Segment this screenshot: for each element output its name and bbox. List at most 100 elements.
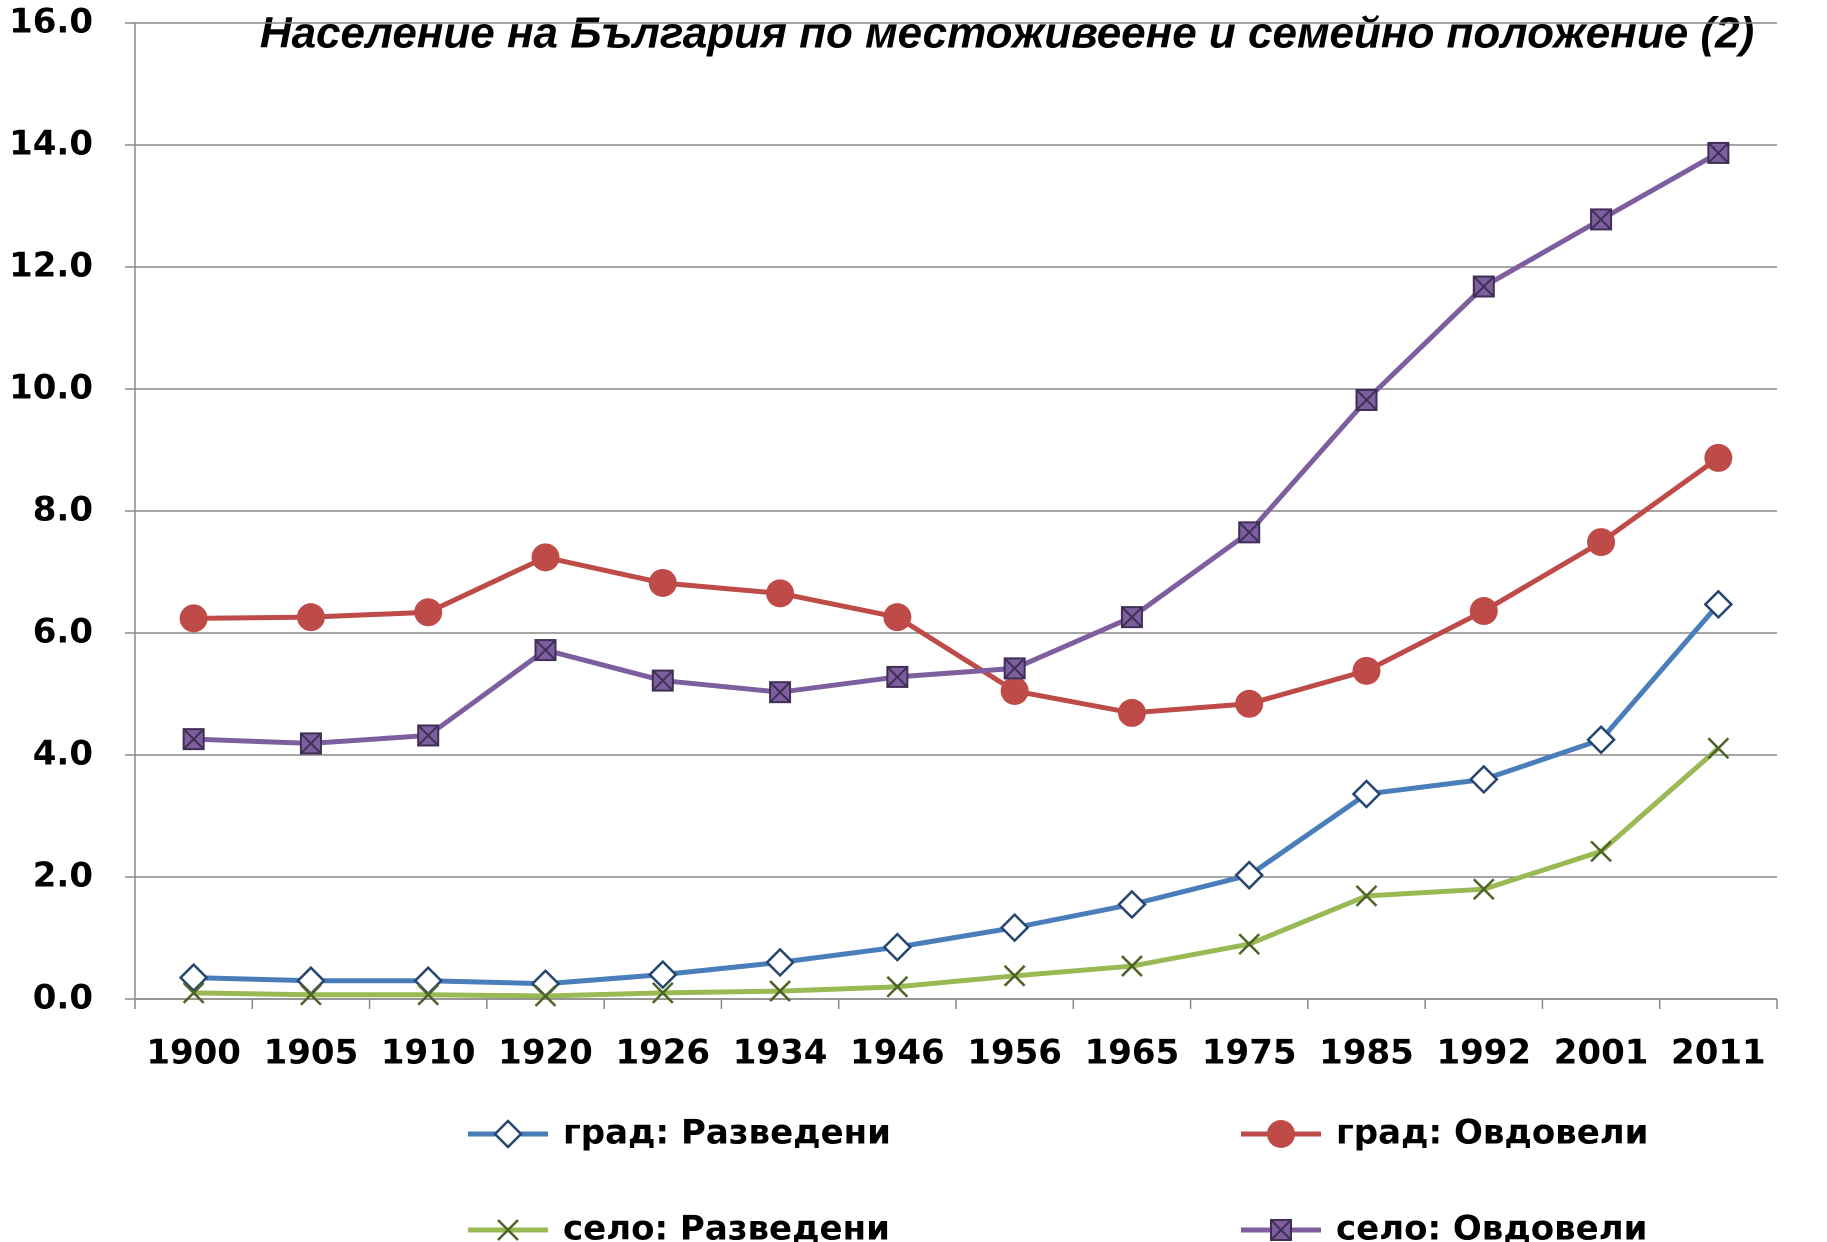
marker bbox=[414, 598, 443, 627]
marker-cross bbox=[652, 669, 674, 692]
marker bbox=[1234, 860, 1264, 890]
marker-cross bbox=[182, 728, 205, 750]
x-tick-label: 1920 bbox=[498, 1033, 593, 1073]
marker bbox=[1270, 1219, 1292, 1241]
marker bbox=[417, 983, 440, 1006]
x-tick-label: 1985 bbox=[1319, 1033, 1414, 1073]
marker bbox=[534, 985, 557, 1007]
series-line bbox=[193, 746, 1721, 999]
marker-cross bbox=[534, 639, 557, 661]
marker bbox=[769, 681, 792, 704]
marker bbox=[1472, 275, 1495, 298]
marker bbox=[1355, 885, 1378, 907]
marker bbox=[417, 724, 440, 747]
x-tick-label: 1926 bbox=[615, 1033, 710, 1073]
marker-cross bbox=[769, 681, 791, 703]
chart-title: Население на България по местоживеене и … bbox=[260, 9, 1754, 58]
marker bbox=[1707, 141, 1730, 164]
marker bbox=[178, 962, 209, 993]
legend-label: град: Овдовели bbox=[1336, 1113, 1648, 1153]
marker bbox=[1003, 964, 1026, 987]
marker bbox=[648, 568, 677, 597]
x-tick-label: 1900 bbox=[146, 1033, 241, 1073]
marker bbox=[886, 665, 909, 688]
marker bbox=[651, 982, 674, 1004]
legend-label: град: Разведени bbox=[563, 1113, 891, 1153]
marker bbox=[530, 968, 561, 999]
x-tick-label: 1992 bbox=[1436, 1033, 1531, 1073]
marker bbox=[882, 932, 913, 962]
x-tick-label: 2001 bbox=[1554, 1033, 1649, 1073]
legend-label: село: Овдовели bbox=[1336, 1209, 1647, 1242]
marker bbox=[1703, 589, 1734, 620]
y-tick-label: 0.0 bbox=[33, 978, 93, 1018]
marker bbox=[1238, 521, 1261, 544]
marker bbox=[1472, 878, 1495, 901]
marker-cross bbox=[1355, 389, 1378, 411]
marker bbox=[1590, 208, 1613, 231]
marker bbox=[1355, 388, 1378, 411]
series-line bbox=[193, 602, 1721, 987]
marker bbox=[182, 982, 205, 1004]
marker bbox=[1352, 656, 1381, 685]
marker bbox=[493, 1119, 523, 1149]
marker bbox=[1587, 528, 1616, 557]
marker-cross bbox=[1003, 657, 1026, 680]
marker bbox=[1590, 840, 1612, 863]
marker-cross bbox=[1590, 208, 1612, 231]
marker-cross bbox=[1473, 275, 1495, 298]
x-tick-label: 1934 bbox=[733, 1033, 828, 1073]
marker bbox=[299, 732, 322, 755]
x-tick-label: 1965 bbox=[1085, 1033, 1180, 1073]
marker-cross bbox=[417, 724, 439, 747]
x-tick-label: 2011 bbox=[1671, 1033, 1766, 1073]
marker bbox=[497, 1219, 519, 1241]
marker bbox=[1267, 1120, 1295, 1148]
marker bbox=[296, 603, 325, 632]
marker bbox=[1117, 698, 1146, 727]
marker bbox=[1121, 955, 1143, 977]
y-tick-label: 8.0 bbox=[33, 490, 93, 530]
marker-cross bbox=[886, 666, 909, 688]
y-tick-label: 12.0 bbox=[9, 246, 93, 286]
x-tick-label: 1905 bbox=[264, 1033, 359, 1073]
x-tick-label: 1946 bbox=[850, 1033, 945, 1073]
marker bbox=[179, 604, 208, 633]
marker bbox=[1117, 889, 1147, 920]
marker-cross bbox=[300, 732, 322, 755]
marker bbox=[182, 728, 205, 751]
marker bbox=[534, 639, 557, 662]
x-tick-label: 1910 bbox=[381, 1033, 476, 1073]
y-tick-label: 6.0 bbox=[33, 612, 93, 652]
marker bbox=[999, 912, 1030, 943]
marker bbox=[300, 983, 322, 1006]
marker bbox=[769, 980, 791, 1002]
y-tick-label: 10.0 bbox=[9, 368, 93, 408]
marker bbox=[1003, 657, 1026, 680]
marker-cross bbox=[1707, 142, 1730, 164]
marker bbox=[1120, 606, 1143, 629]
marker bbox=[1000, 676, 1029, 705]
marker bbox=[1586, 724, 1616, 755]
marker bbox=[765, 947, 795, 978]
marker bbox=[1351, 779, 1382, 809]
marker bbox=[1238, 933, 1261, 955]
y-tick-label: 4.0 bbox=[33, 734, 93, 774]
marker bbox=[1469, 597, 1498, 626]
marker bbox=[651, 669, 674, 692]
marker bbox=[886, 975, 909, 998]
series-line bbox=[193, 150, 1720, 746]
marker bbox=[1469, 764, 1499, 795]
y-tick-label: 14.0 bbox=[9, 124, 93, 164]
marker-cross bbox=[1238, 521, 1260, 544]
marker bbox=[1235, 689, 1264, 718]
marker-cross bbox=[1270, 1219, 1292, 1241]
marker bbox=[296, 965, 326, 996]
marker bbox=[883, 603, 912, 632]
marker bbox=[766, 579, 795, 608]
y-tick-label: 16.0 bbox=[9, 2, 93, 42]
marker bbox=[1704, 443, 1733, 472]
marker bbox=[648, 959, 678, 990]
series-line bbox=[193, 455, 1720, 716]
